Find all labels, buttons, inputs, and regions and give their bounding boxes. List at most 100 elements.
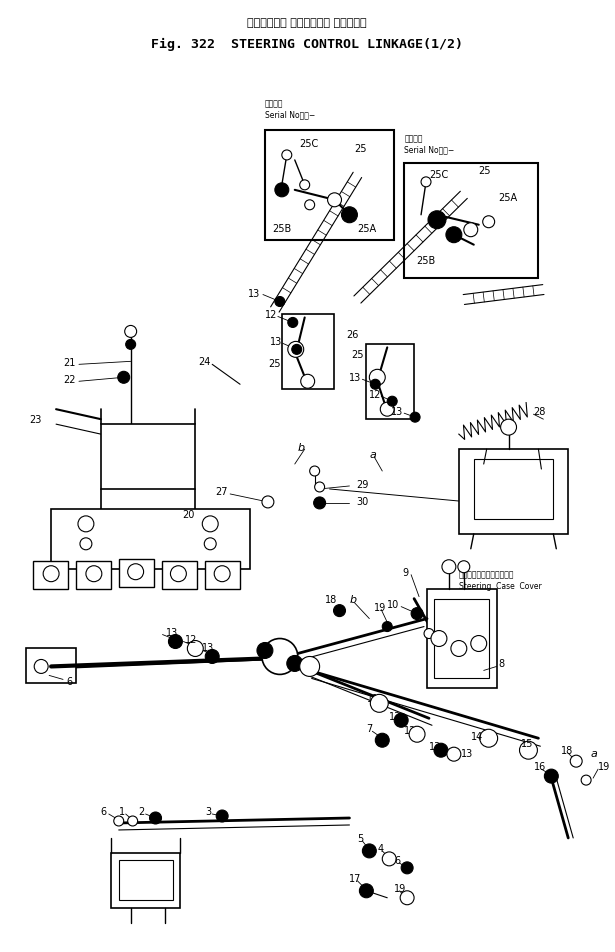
Circle shape bbox=[214, 566, 230, 582]
Circle shape bbox=[301, 375, 315, 388]
Bar bbox=[427, 589, 497, 688]
Circle shape bbox=[370, 370, 385, 386]
Circle shape bbox=[410, 413, 420, 423]
Circle shape bbox=[125, 327, 137, 338]
Text: 18: 18 bbox=[561, 745, 574, 755]
Text: 29: 29 bbox=[357, 480, 369, 489]
Text: 14: 14 bbox=[470, 731, 483, 742]
Circle shape bbox=[383, 622, 392, 632]
Text: 13: 13 bbox=[349, 373, 362, 383]
Bar bbox=[111, 853, 180, 908]
Text: Steering  Case  Cover: Steering Case Cover bbox=[459, 582, 542, 590]
Circle shape bbox=[394, 714, 408, 727]
Text: 適用号機
Serial No．・−: 適用号機 Serial No．・− bbox=[404, 134, 454, 154]
Circle shape bbox=[458, 561, 470, 573]
Circle shape bbox=[421, 178, 431, 188]
Text: 19: 19 bbox=[394, 883, 407, 893]
Text: 12: 12 bbox=[185, 634, 198, 644]
Circle shape bbox=[275, 184, 289, 198]
Circle shape bbox=[464, 224, 478, 237]
Circle shape bbox=[451, 641, 467, 657]
Circle shape bbox=[34, 660, 48, 674]
Circle shape bbox=[216, 810, 228, 823]
Text: 12: 12 bbox=[404, 725, 416, 736]
Circle shape bbox=[470, 636, 486, 652]
Bar bbox=[434, 599, 489, 679]
Circle shape bbox=[80, 538, 92, 550]
Circle shape bbox=[431, 631, 447, 646]
Circle shape bbox=[310, 466, 320, 477]
Text: 13: 13 bbox=[202, 642, 215, 652]
Circle shape bbox=[292, 345, 302, 355]
Circle shape bbox=[428, 211, 446, 229]
Text: 5: 5 bbox=[357, 833, 363, 843]
Circle shape bbox=[128, 816, 138, 826]
Text: 6: 6 bbox=[66, 677, 72, 686]
Circle shape bbox=[86, 566, 102, 582]
Circle shape bbox=[43, 566, 59, 582]
Circle shape bbox=[125, 340, 136, 350]
Circle shape bbox=[202, 516, 218, 532]
Text: 24: 24 bbox=[198, 357, 211, 367]
Text: 25C: 25C bbox=[429, 169, 448, 180]
Text: a: a bbox=[590, 748, 597, 759]
Text: 11: 11 bbox=[367, 694, 379, 704]
Circle shape bbox=[262, 639, 298, 675]
Circle shape bbox=[288, 318, 298, 328]
Circle shape bbox=[257, 643, 273, 659]
Circle shape bbox=[262, 496, 274, 508]
Circle shape bbox=[282, 150, 292, 161]
Circle shape bbox=[434, 744, 448, 758]
Text: 16: 16 bbox=[534, 762, 547, 771]
Circle shape bbox=[117, 372, 130, 384]
Text: 25: 25 bbox=[268, 359, 280, 369]
Text: 9: 9 bbox=[402, 567, 408, 577]
Circle shape bbox=[370, 695, 388, 712]
Bar bbox=[101, 425, 196, 489]
Circle shape bbox=[359, 883, 373, 898]
Text: 2: 2 bbox=[138, 806, 145, 816]
Circle shape bbox=[315, 483, 325, 492]
Circle shape bbox=[287, 656, 303, 672]
Circle shape bbox=[304, 201, 315, 210]
Circle shape bbox=[288, 342, 304, 358]
Text: 13: 13 bbox=[248, 288, 260, 298]
Bar bbox=[474, 460, 554, 520]
Circle shape bbox=[169, 635, 183, 649]
Circle shape bbox=[300, 181, 310, 190]
Circle shape bbox=[483, 216, 494, 228]
Text: 6: 6 bbox=[394, 855, 400, 865]
Circle shape bbox=[314, 497, 325, 509]
Text: 19: 19 bbox=[598, 762, 610, 771]
Text: 25B: 25B bbox=[416, 255, 435, 266]
Circle shape bbox=[370, 380, 380, 389]
Bar bbox=[282, 315, 333, 389]
Circle shape bbox=[411, 608, 423, 620]
Bar bbox=[459, 449, 568, 534]
Bar bbox=[26, 649, 76, 684]
Text: 13: 13 bbox=[461, 748, 473, 759]
Circle shape bbox=[341, 208, 357, 224]
Text: 7: 7 bbox=[367, 724, 373, 733]
Circle shape bbox=[447, 747, 461, 762]
Text: b: b bbox=[349, 594, 357, 604]
Circle shape bbox=[205, 650, 219, 664]
Circle shape bbox=[300, 657, 320, 677]
Circle shape bbox=[170, 566, 186, 582]
Bar bbox=[119, 860, 173, 900]
Text: 28: 28 bbox=[533, 407, 546, 417]
Circle shape bbox=[204, 538, 216, 550]
Circle shape bbox=[78, 516, 94, 532]
Circle shape bbox=[375, 733, 389, 747]
Bar bbox=[33, 561, 68, 589]
Text: 27: 27 bbox=[215, 486, 228, 496]
Circle shape bbox=[383, 852, 396, 866]
Text: 21: 21 bbox=[63, 358, 76, 367]
Circle shape bbox=[581, 775, 591, 785]
Circle shape bbox=[380, 403, 394, 417]
Circle shape bbox=[268, 645, 292, 668]
Text: 13: 13 bbox=[389, 711, 402, 722]
Text: 25: 25 bbox=[478, 166, 491, 176]
Text: ステアリング コントロール リンケージ: ステアリング コントロール リンケージ bbox=[247, 18, 367, 29]
Bar bbox=[51, 509, 250, 569]
